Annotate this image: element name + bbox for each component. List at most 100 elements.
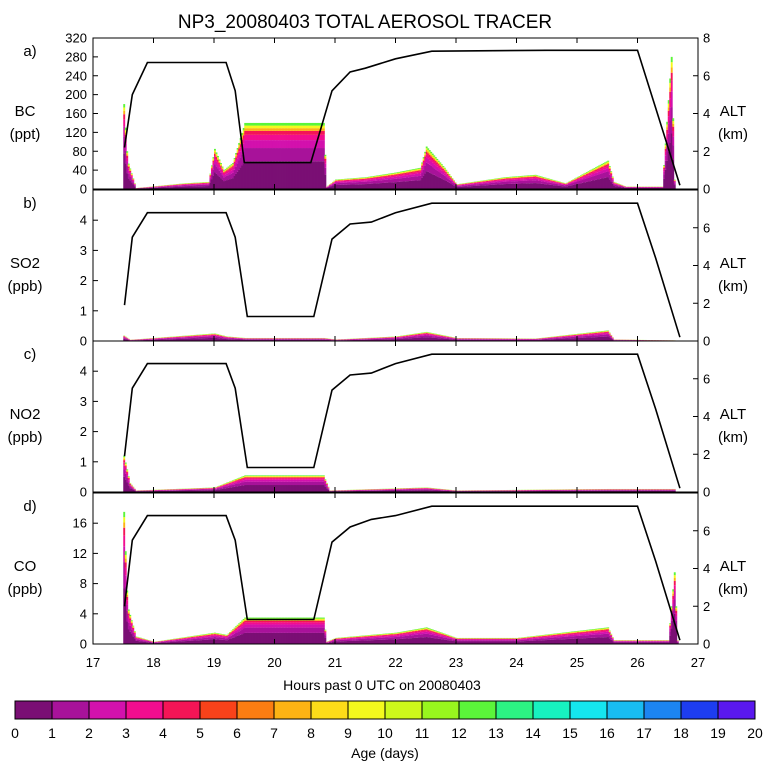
tracer-bar-age-4 [312,130,315,135]
tracer-bar-age-1 [449,180,452,184]
tracer-bar-age-2 [428,334,431,336]
tracer-bar-age-1 [241,154,244,166]
tracer-bar-age-0 [126,173,129,189]
tracer-bar-age-2 [401,336,404,338]
tracer-bar-age-2 [239,151,242,158]
tracer-bar-age-7 [260,128,263,131]
tracer-bar-age-9 [418,168,421,170]
tracer-bar-age-1 [268,339,271,340]
tracer-bar-age-0 [271,161,274,189]
tracer-bar-age-0 [250,161,253,189]
tracer-bar-age-0 [164,187,166,189]
tracer-bar-age-9 [215,153,218,156]
tracer-bar-age-1 [206,336,209,339]
tracer-bar-age-0 [354,184,357,189]
tracer-bar-age-12 [282,122,284,126]
tracer-bar-age-2 [434,165,437,170]
tracer-bar-age-1 [536,180,539,184]
tracer-bar-age-0 [129,180,132,189]
tracer-bar-age-1 [300,148,303,162]
tracer-bar-age-2 [180,337,183,338]
tracer-bar-age-12 [611,176,614,178]
tracer-bar-age-1 [474,339,477,340]
tracer-bar-age-12 [319,122,322,126]
tracer-bar-age-0 [253,339,256,341]
tracer-bar-age-9 [610,172,613,173]
tracer-bar-age-4 [514,177,517,179]
tracer-bar-age-1 [251,339,254,340]
tracer-bar-age-1 [304,148,307,162]
tracer-bar-age-0 [250,339,253,341]
tracer-bar-age-3 [555,182,558,183]
tracer-bar-age-4 [348,179,351,181]
tracer-bar-age-4 [534,176,537,178]
tracer-bar-age-12 [445,169,448,171]
tracer-bar-age-3 [583,176,585,178]
tracer-bar-age-7 [539,177,542,178]
tracer-bar-age-1 [527,180,529,184]
tracer-bar-age-1 [422,169,425,176]
tracer-bar-age-1 [421,172,424,178]
tracer-bar-age-0 [403,338,405,341]
tracer-bar-age-1 [530,180,533,184]
tracer-bar-age-9 [669,82,672,88]
tracer-bar-age-2 [173,337,176,339]
tracer-bar-age-1 [156,338,159,340]
tracer-bar-age-2 [460,185,463,186]
tracer-bar-age-2 [383,178,386,180]
tracer-bar-age-3 [407,173,410,176]
tracer-bar-age-2 [330,184,333,186]
tracer-bar-age-4 [306,130,309,135]
tracer-bar-age-2 [554,182,557,184]
tracer-bar-age-3 [239,147,242,152]
tracer-bar-age-1 [478,339,481,340]
tracer-bar-age-7 [449,177,452,178]
tracer-bar-age-1 [321,339,324,340]
tracer-bar-age-0 [186,338,189,341]
tracer-bar-age-4 [502,178,505,180]
tracer-bar-age-2 [451,180,454,183]
tracer-bar-age-2 [664,155,667,161]
tracer-bar-age-9 [587,171,590,173]
tracer-bar-age-7 [257,128,260,131]
tracer-bar-age-3 [262,134,265,141]
tracer-bar-age-7 [312,128,315,131]
tracer-bar-age-12 [663,165,666,166]
tracer-bar-age-0 [362,339,365,341]
tracer-bar-age-1 [341,182,343,185]
tracer-bar-age-2 [198,184,201,185]
tracer-bar-age-3 [126,158,129,162]
tracer-bar-age-0 [504,339,507,341]
tracer-bar-age-7 [611,177,614,179]
tracer-bar-age-4 [511,178,514,179]
tracer-bar-age-9 [229,166,232,168]
tracer-bar-age-12 [377,175,380,176]
tracer-bar-age-3 [360,179,363,181]
tracer-bar-age-4 [513,178,516,179]
tracer-bar-age-1 [465,185,467,187]
tracer-bar-age-2 [359,180,362,182]
tracer-bar-age-7 [303,128,306,131]
tracer-bar-age-2 [395,337,398,339]
tracer-bar-age-2 [536,178,539,181]
tracer-bar-age-9 [584,173,587,175]
tracer-bar-age-0 [298,339,301,341]
tracer-bar-age-3 [498,180,501,181]
tracer-bar-age-1 [309,339,312,340]
tracer-bar-age-1 [180,185,183,187]
tracer-bar-age-1 [564,185,567,187]
tracer-bar-age-2 [298,140,301,149]
tracer-bar-age-2 [499,180,502,183]
tracer-bar-age-7 [610,172,613,174]
tracer-bar-age-3 [383,177,386,179]
tracer-bar-age-3 [257,134,260,141]
y2-tick-label: 4 [703,106,710,121]
tracer-bar-age-4 [498,179,501,181]
tracer-bar-age-0 [493,339,496,341]
tracer-bar-age-1 [253,148,256,162]
tracer-bar-age-0 [347,184,350,189]
tracer-bar-age-0 [224,338,227,341]
tracer-bar-age-0 [598,179,601,189]
tracer-bar-age-2 [427,158,430,164]
tracer-bar-age-3 [291,134,294,141]
